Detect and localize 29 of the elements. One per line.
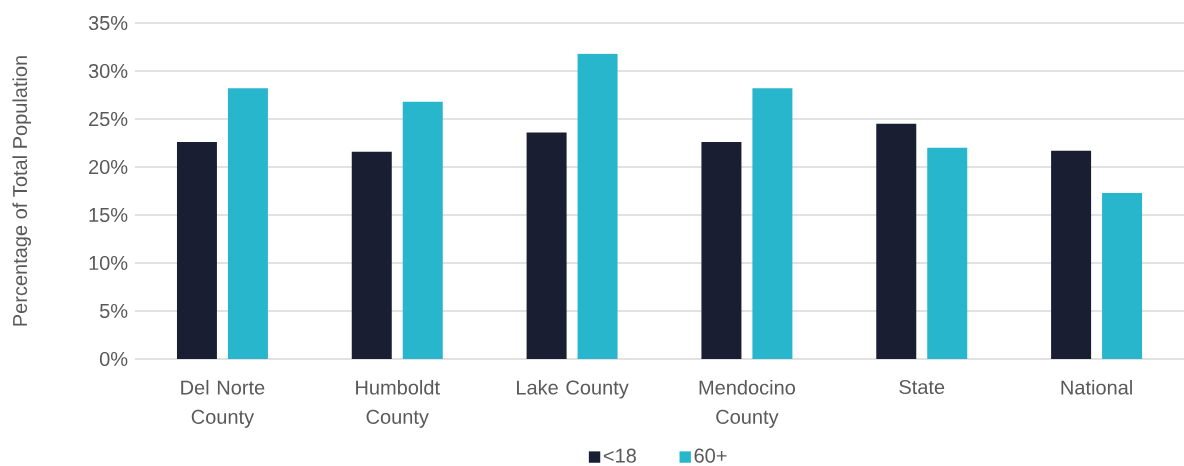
bar bbox=[927, 147, 968, 359]
bar bbox=[176, 142, 217, 359]
y-tick-label: 15% bbox=[89, 207, 128, 223]
bar bbox=[1102, 192, 1143, 359]
y-tick-label: 0% bbox=[99, 351, 128, 367]
bar bbox=[577, 53, 618, 359]
bar bbox=[701, 142, 742, 359]
legend-label: <18 bbox=[603, 448, 636, 463]
x-tick-label: Humboldt County bbox=[356, 379, 440, 428]
bar bbox=[752, 88, 793, 359]
x-tick-label: Del Norte County bbox=[181, 379, 265, 428]
y-tick-label: 35% bbox=[88, 15, 128, 31]
x-tick-label: Mendocino County bbox=[699, 379, 795, 428]
y-tick-label: 5% bbox=[99, 303, 128, 319]
y-axis-title: Percentage of Total Population bbox=[12, 56, 32, 326]
bar bbox=[876, 123, 917, 359]
legend-label: 60+ bbox=[694, 448, 727, 463]
bar bbox=[227, 88, 268, 359]
bar bbox=[526, 132, 567, 359]
x-tick-label: National bbox=[1061, 379, 1132, 395]
bar bbox=[1051, 150, 1092, 359]
x-tick-label: State bbox=[899, 379, 945, 395]
y-tick-label: 30% bbox=[88, 63, 128, 79]
bar bbox=[402, 101, 443, 359]
y-tick-label: 25% bbox=[89, 111, 128, 127]
y-tick-label: 20% bbox=[89, 159, 128, 175]
x-tick-label: Lake County bbox=[517, 379, 629, 399]
y-tick-label: 10% bbox=[89, 255, 128, 271]
bar bbox=[351, 151, 392, 359]
